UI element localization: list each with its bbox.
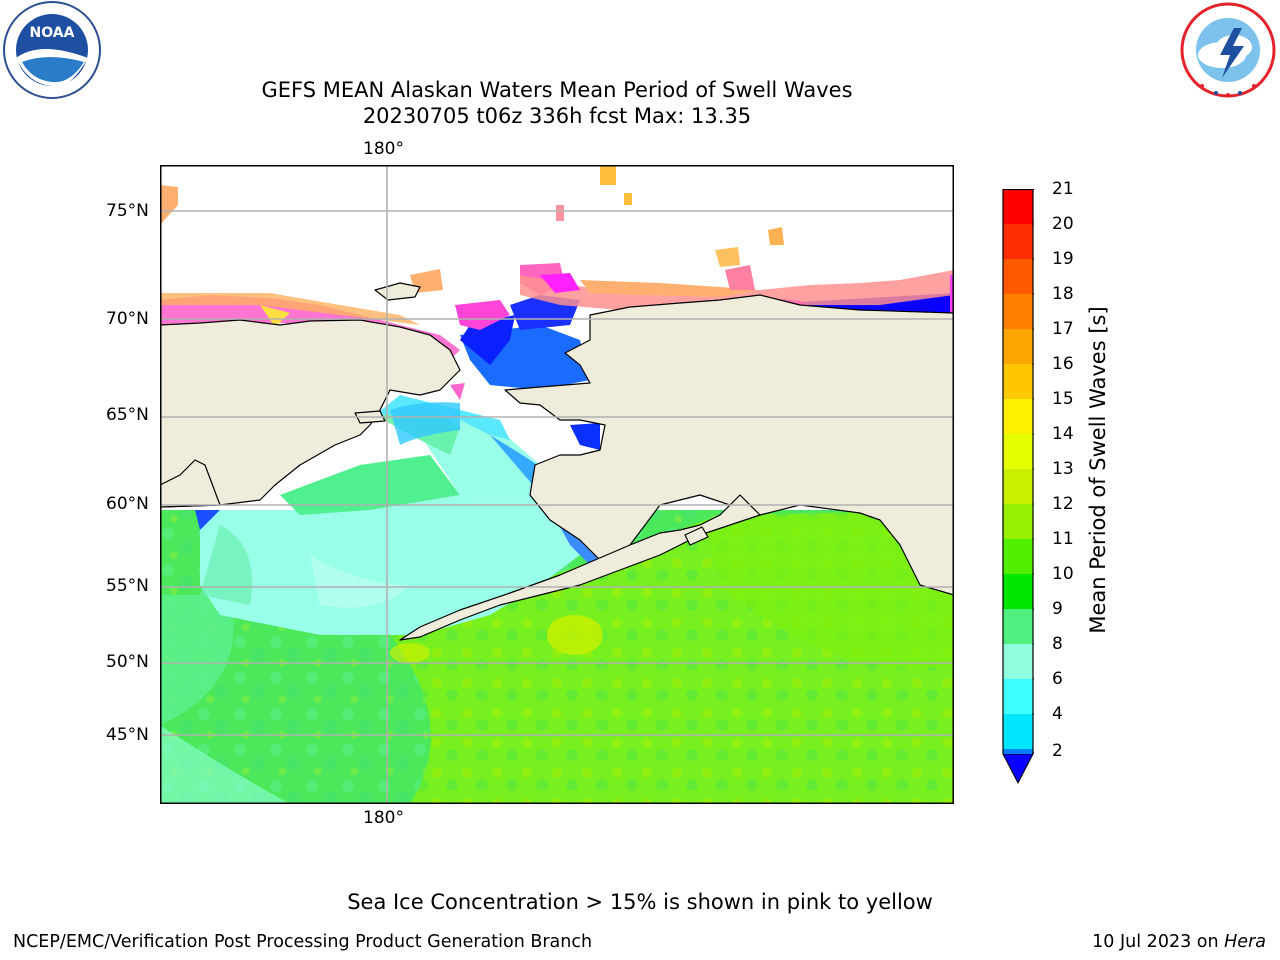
lat-label-75n: 75°N <box>106 201 149 221</box>
lat-label-60n: 60°N <box>106 494 149 514</box>
footer-credit: NCEP/EMC/Verification Post Processing Pr… <box>13 932 593 952</box>
footer-date-text: 10 Jul 2023 on <box>1092 932 1225 952</box>
map-frame <box>160 165 954 804</box>
lat-label-50n: 50°N <box>106 652 149 672</box>
land <box>159 282 955 641</box>
colorbar-tick-14: 14 <box>1052 424 1074 444</box>
colorbar-tick-4: 4 <box>1052 704 1063 724</box>
colorbar-tick-9: 9 <box>1052 599 1063 619</box>
alaska-peninsula <box>399 494 761 641</box>
lon-label-bottom: 180° <box>363 808 404 828</box>
colorbar-tick-12: 12 <box>1052 494 1074 514</box>
chart-title-line1: GEFS MEAN Alaskan Waters Mean Period of … <box>261 78 853 102</box>
colorbar-label: Mean Period of Swell Waves [s] <box>1086 306 1110 634</box>
nws-logo <box>1176 0 1280 104</box>
kodiak-island <box>684 526 709 546</box>
colorbar-tick-10: 10 <box>1052 564 1074 584</box>
lat-label-45n: 45°N <box>106 725 149 745</box>
colorbar-tick-17: 17 <box>1052 319 1074 339</box>
colorbar-tick-18: 18 <box>1052 284 1074 304</box>
lon-label-top: 180° <box>363 139 404 159</box>
colorbar-tick-6: 6 <box>1052 669 1063 689</box>
siberia-landmass <box>159 319 461 508</box>
noaa-logo: NOAA <box>0 0 104 104</box>
lat-label-55n: 55°N <box>106 576 149 596</box>
footer-machine: Hera <box>1224 932 1266 952</box>
lat-label-65n: 65°N <box>106 405 149 425</box>
footer-date: 10 Jul 2023 on Hera <box>1092 932 1266 952</box>
noaa-logo-text: NOAA <box>30 25 75 41</box>
alaska-landmass <box>504 294 955 596</box>
graticule <box>160 165 954 804</box>
noaa-logo-icon: NOAA <box>3 1 101 99</box>
lat-label-70n: 70°N <box>106 309 149 329</box>
colorbar-tick-15: 15 <box>1052 389 1074 409</box>
colorbar <box>1002 188 1039 785</box>
colorbar-tick-11: 11 <box>1052 529 1074 549</box>
colorbar-tick-2: 2 <box>1052 741 1063 761</box>
colorbar-tick-20: 20 <box>1052 214 1074 234</box>
colorbar-bands <box>1002 188 1039 785</box>
swell-period-map <box>159 165 955 804</box>
chart-title-line2: 20230705 t06z 336h fcst Max: 13.35 <box>362 104 752 128</box>
map-panel <box>159 165 955 804</box>
colorbar-tick-19: 19 <box>1052 249 1074 269</box>
colorbar-tick-13: 13 <box>1052 459 1074 479</box>
colorbar-tick-21: 21 <box>1052 179 1074 199</box>
nws-logo-icon <box>1180 2 1276 98</box>
colorbar-tick-8: 8 <box>1052 634 1063 654</box>
sea-ice-note: Sea Ice Concentration > 15% is shown in … <box>347 890 933 914</box>
colorbar-tick-16: 16 <box>1052 354 1074 374</box>
